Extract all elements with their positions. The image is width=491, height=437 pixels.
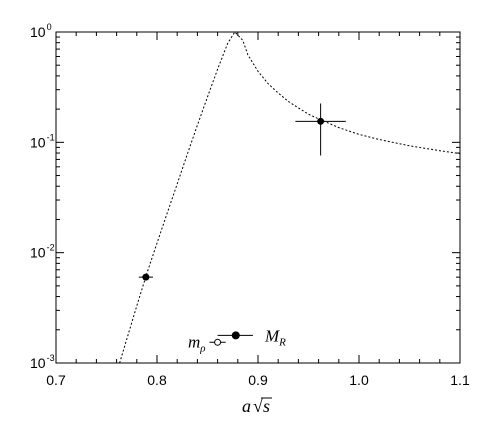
axis-ticks: [55, 31, 461, 364]
x-tick-label: 1.1: [450, 372, 470, 388]
plot-frame: [55, 31, 461, 364]
data-point: [142, 273, 150, 281]
y-tick-labels: 100 10-1 10-2 10-3: [30, 22, 55, 371]
x-tick-label: 0.9: [248, 372, 268, 388]
y-tick-label: 10-3: [30, 353, 55, 371]
x-axis-title: a √s: [242, 396, 270, 416]
data-points: [138, 103, 346, 281]
legend-label: mρ: [188, 332, 206, 354]
x-tick-label: 1.0: [349, 372, 369, 388]
fit-curve: [119, 31, 461, 364]
y-tick-label: 10-1: [30, 132, 55, 150]
legend: MR mρ: [188, 326, 286, 354]
y-tick-label: 100: [30, 22, 52, 40]
data-point: [317, 117, 325, 125]
legend-label: MR: [264, 326, 286, 348]
x-tick-labels: 0.7 0.8 0.9 1.0 1.1: [46, 372, 470, 388]
y-tick-label: 10-2: [30, 243, 55, 261]
legend-marker-filled: [231, 331, 240, 340]
legend-marker-open: [214, 338, 222, 346]
x-tick-label: 0.8: [147, 372, 167, 388]
x-tick-label: 0.7: [46, 372, 66, 388]
